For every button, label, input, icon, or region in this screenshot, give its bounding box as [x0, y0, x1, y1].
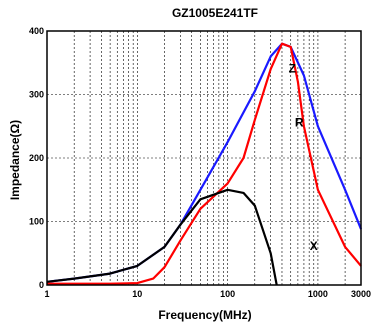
chart-title: GZ1005E241TF [172, 6, 258, 20]
y-tick-label: 400 [29, 26, 44, 36]
x-tick-label: 100 [220, 289, 235, 299]
series-line-x [46, 188, 278, 286]
x-axis-label: Frequency(MHz) [158, 308, 251, 322]
tick-labels: 1 10 100 1000 3000 0 100 200 300 400 [29, 26, 371, 299]
series-label-z: Z [289, 61, 296, 75]
series-layer [46, 42, 363, 286]
y-tick-label: 0 [39, 280, 44, 290]
series-line-r [47, 42, 362, 285]
y-tick-label: 100 [29, 217, 44, 227]
x-tick-label: 1000 [308, 289, 328, 299]
y-tick-label: 200 [29, 153, 44, 163]
x-tick-label: 1 [44, 289, 49, 299]
plot-frame [46, 30, 362, 286]
series-label-r: R [295, 115, 304, 129]
x-tick-label: 3000 [351, 289, 371, 299]
y-tick-label: 300 [29, 90, 44, 100]
x-tick-label: 10 [132, 289, 142, 299]
series-label-x: X [310, 239, 318, 253]
series-labels: Z R X [289, 61, 318, 253]
y-axis-label: Impedance(Ω) [8, 120, 22, 200]
